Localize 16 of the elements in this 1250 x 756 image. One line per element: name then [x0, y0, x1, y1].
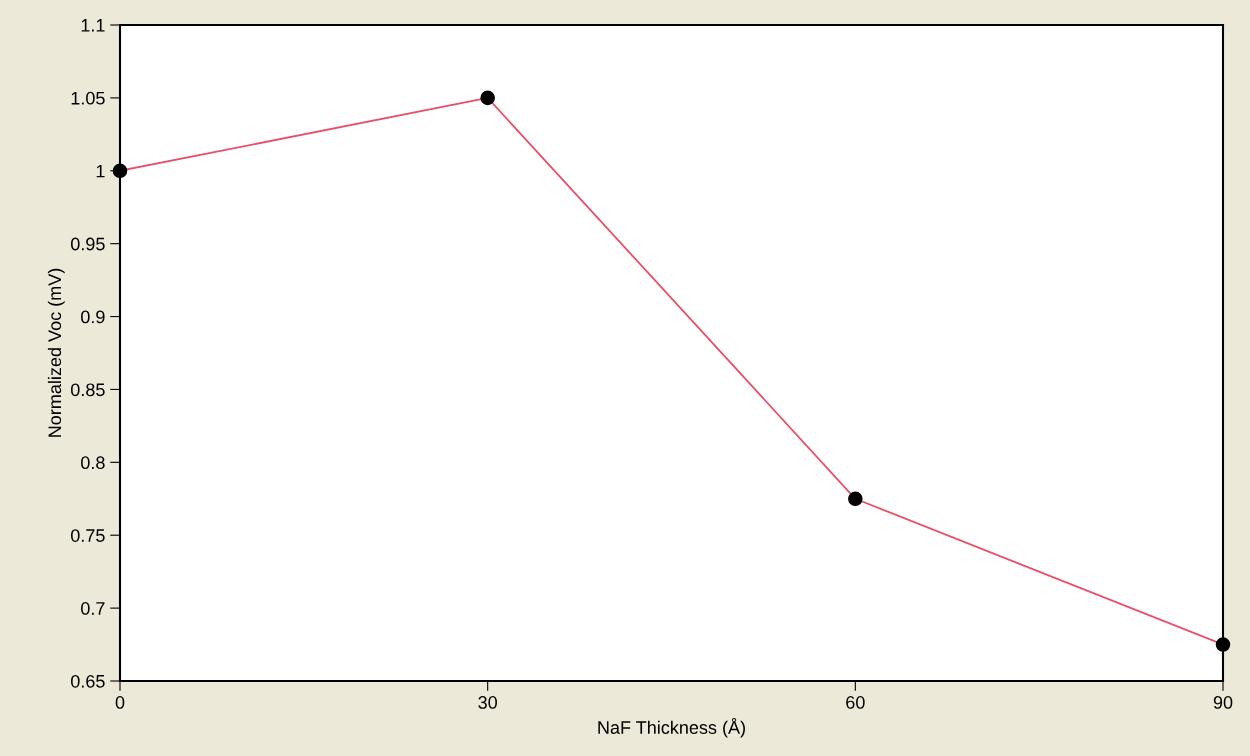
y-tick-label: 0.7: [81, 602, 105, 615]
y-tick-label: 1.1: [81, 19, 105, 32]
y-tick-label: 0.85: [70, 383, 105, 397]
x-tick-label: 0: [115, 696, 125, 709]
x-tick-label: 30: [478, 696, 497, 709]
y-tick-label: 1: [96, 164, 105, 178]
x-tick-label: 60: [846, 696, 865, 709]
y-tick-label: 0.8: [81, 456, 105, 470]
y-tick-label: 0.95: [70, 237, 105, 251]
y-tick-label: 0.75: [70, 529, 105, 542]
x-tick-label: 90: [1213, 696, 1233, 709]
y-tick-label: 1.05: [71, 91, 105, 105]
y-axis-title: Normalized Voc (mV): [47, 268, 65, 437]
y-tick-label: 0.65: [70, 674, 105, 688]
x-axis-title: NaF Thickness (Å): [598, 717, 745, 738]
y-tick-label: 0.9: [81, 310, 105, 324]
